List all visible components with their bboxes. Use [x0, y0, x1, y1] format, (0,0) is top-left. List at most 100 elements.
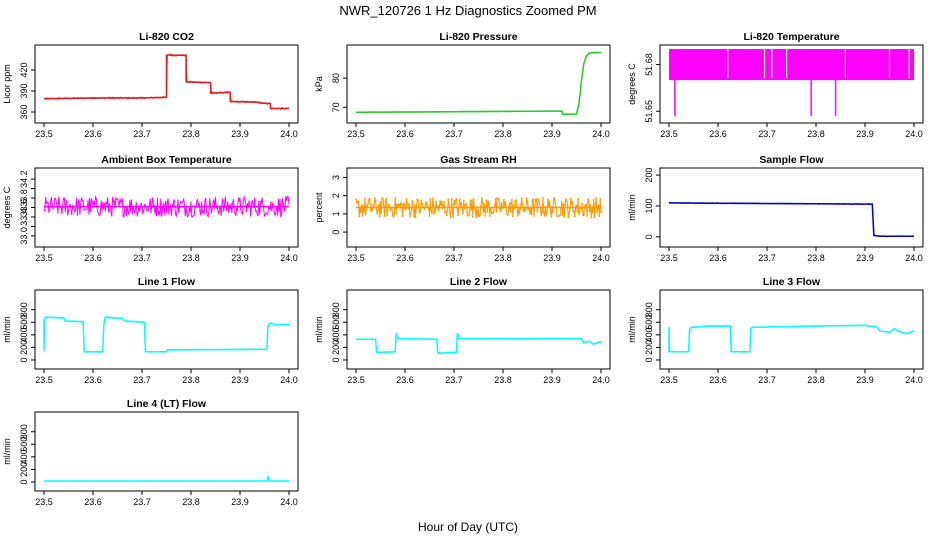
data-point [520, 197, 523, 200]
x-tick-label: 24.0 [592, 129, 610, 139]
y-tick-label: 0 [331, 357, 341, 362]
data-point [462, 199, 465, 202]
y-axis-label: ml/min [2, 438, 12, 465]
data-point [485, 199, 488, 202]
data-point [569, 197, 572, 200]
data-point [511, 215, 514, 218]
series-noise [43, 194, 290, 219]
series-noise [668, 324, 914, 354]
x-tick-label: 23.7 [758, 253, 776, 263]
x-tick-label: 23.6 [396, 129, 414, 139]
data-point [600, 211, 602, 214]
x-tick-label: 23.6 [84, 375, 102, 385]
data-point [360, 204, 363, 207]
data-point [481, 201, 484, 204]
data-point [445, 214, 448, 217]
figure-title: NWR_120726 1 Hz Diagnostics Zoomed PM [339, 3, 596, 18]
data-point [484, 214, 486, 217]
y-tick-label: 800 [331, 302, 341, 317]
series-line [668, 324, 915, 353]
y-tick-label: 200 [331, 340, 341, 355]
x-tick-label: 23.9 [543, 129, 561, 139]
data-point [423, 208, 426, 211]
data-point [431, 212, 433, 215]
data-point [409, 212, 412, 215]
data-point [408, 203, 410, 206]
panel-title: Gas Stream RH [440, 154, 516, 166]
plot-frame [34, 289, 299, 370]
data-point [477, 209, 480, 211]
panel-title: Li-820 CO2 [139, 31, 194, 43]
x-tick-label: 24.0 [905, 129, 923, 139]
x-tick-label: 23.7 [133, 375, 151, 385]
data-point [504, 200, 507, 203]
data-point [456, 207, 459, 210]
data-point [550, 216, 553, 218]
data-point [573, 210, 575, 212]
data-point [410, 209, 413, 212]
data-point [368, 198, 371, 201]
data-point [569, 208, 571, 211]
x-tick-label: 24.0 [592, 253, 610, 263]
data-point [480, 197, 483, 200]
panel-title: Line 1 Flow [138, 276, 196, 288]
data-point [377, 208, 379, 211]
x-tick-label: 23.6 [709, 375, 727, 385]
data-point [595, 197, 597, 199]
y-tick-label: 0 [331, 230, 341, 235]
panel-8: Line 2 Flow ml/min 23.5 23.6 23.7 23.8 23.9 24.… [314, 276, 611, 385]
data-point [559, 214, 562, 216]
y-tick-label: 2 [331, 193, 341, 198]
data-point [488, 202, 491, 205]
data-point [568, 211, 571, 214]
y-axis-label: ml/min [2, 316, 12, 343]
data-point [566, 204, 569, 206]
x-tick-label: 23.5 [660, 253, 678, 263]
data-point [560, 208, 562, 210]
y-axis-label: degrees C [2, 186, 12, 228]
data-point [551, 211, 554, 214]
y-tick-label: 33.6 [19, 199, 29, 217]
data-point [541, 211, 544, 213]
panel-title: Ambient Box Temperature [101, 154, 232, 166]
data-point [526, 200, 529, 203]
y-tick-label: 33.4 [19, 208, 29, 226]
data-point [475, 216, 477, 219]
data-point [417, 199, 419, 202]
data-point [404, 208, 407, 211]
data-point [466, 211, 468, 214]
data-point [571, 201, 574, 204]
data-point [436, 205, 439, 208]
data-point [431, 197, 434, 200]
data-point [367, 202, 370, 205]
data-point [427, 207, 430, 210]
panel-title: Li-820 Pressure [439, 31, 517, 43]
data-point [592, 198, 595, 201]
data-point [425, 201, 428, 204]
data-point [498, 207, 501, 210]
data-point [374, 200, 377, 203]
y-tick-label: 3 [331, 175, 341, 180]
data-point [489, 207, 492, 209]
data-point [446, 209, 449, 212]
data-point [513, 207, 516, 210]
data-point [512, 204, 515, 207]
y-tick-label: 400 [331, 327, 341, 342]
data-point [599, 198, 602, 200]
data-point [587, 198, 589, 201]
data-point [405, 198, 408, 201]
y-axis-label: ml/min [314, 316, 324, 343]
data-point [581, 202, 584, 205]
panel-title: Line 3 Flow [763, 276, 821, 288]
panel-title: Line 4 (LT) Flow [127, 398, 207, 410]
data-point [457, 214, 459, 217]
data-point [542, 197, 544, 200]
data-point [465, 203, 468, 206]
data-series [355, 51, 602, 116]
data-point [511, 198, 513, 201]
data-point [598, 215, 601, 218]
x-tick-label: 23.8 [182, 497, 200, 507]
x-tick-label: 23.8 [494, 129, 512, 139]
data-point [546, 210, 548, 213]
data-point [509, 210, 512, 213]
